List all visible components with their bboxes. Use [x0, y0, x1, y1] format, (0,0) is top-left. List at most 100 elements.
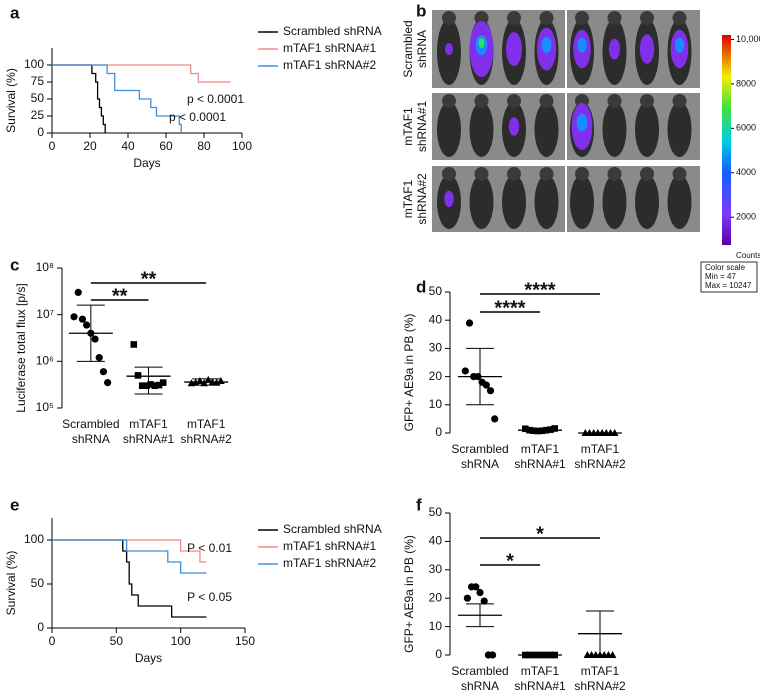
data-point	[476, 588, 484, 597]
data-point	[155, 381, 163, 389]
data-point	[91, 335, 99, 343]
y-tick-label: 10⁵	[36, 400, 54, 414]
y-axis-label: GFP+ AE9a in PB (%)	[402, 314, 416, 432]
colorbar-tick-label: 10,000	[736, 34, 760, 44]
mouse	[635, 102, 659, 157]
survival-curve	[52, 539, 207, 563]
color-scale-text: Max = 10247	[705, 281, 752, 290]
signal	[444, 190, 454, 208]
signal-core	[576, 113, 588, 132]
y-tick-label: 10⁶	[36, 354, 54, 368]
color-scale-text: Color scale	[705, 263, 746, 272]
data-point	[95, 354, 103, 362]
y-tick-label: 100	[24, 57, 44, 71]
data-point	[70, 313, 78, 321]
y-tick-label: 50	[429, 505, 443, 519]
significance-stars: *	[536, 523, 544, 545]
mouse-head	[607, 167, 622, 181]
mouse-head	[672, 94, 687, 108]
data-point	[534, 427, 542, 435]
colorbar-label: Counts	[736, 251, 760, 260]
y-tick-label: 20	[429, 590, 443, 604]
data-point	[143, 382, 150, 390]
mouse-head	[640, 94, 654, 108]
color-scale-box	[700, 261, 758, 293]
data-point	[522, 425, 529, 433]
legend-label: mTAF1 shRNA#2	[283, 58, 376, 72]
legend-label: mTAF1 shRNA#1	[283, 539, 376, 553]
row-label: shRNA#2	[415, 173, 429, 225]
x-tick-label: 0	[49, 634, 56, 648]
data-point	[486, 387, 495, 395]
data-point	[472, 583, 480, 591]
y-tick-label: 40	[429, 534, 443, 548]
mouse	[469, 175, 494, 229]
mouse-head	[474, 94, 489, 108]
y-tick-label: 30	[429, 562, 443, 576]
signal	[608, 38, 621, 60]
x-tick-label: 40	[121, 139, 135, 153]
signal	[445, 43, 453, 55]
panel-letter: a	[10, 3, 20, 22]
row-label: shRNA	[415, 30, 429, 68]
x-tick-label: shRNA#2	[574, 679, 626, 693]
signal-core	[674, 37, 685, 53]
survival-curve	[52, 64, 231, 83]
mouse-head	[507, 167, 521, 181]
mouse-head	[474, 11, 489, 25]
signal-core	[577, 37, 587, 53]
colorbar-tick-label: 6000	[736, 123, 756, 133]
y-axis-label: GFP+ AE9a in PB (%)	[402, 535, 416, 653]
p-value: P < 0.05	[187, 590, 232, 604]
y-tick-label: 10⁷	[36, 307, 54, 321]
row-label: mTAF1	[401, 179, 415, 218]
mouse-head	[539, 11, 554, 25]
y-tick-label: 10⁸	[36, 260, 54, 274]
data-point	[491, 415, 499, 423]
mouse-head	[640, 11, 654, 25]
y-tick-label: 75	[31, 74, 45, 88]
p-value: p < 0.0001	[187, 92, 244, 106]
data-point	[551, 425, 558, 432]
mouse	[534, 175, 559, 229]
panel-letter: c	[10, 255, 19, 274]
data-point	[83, 321, 91, 329]
data-point	[138, 382, 146, 390]
mouse-head	[607, 94, 622, 108]
p-value: P < 0.01	[187, 541, 232, 555]
significance-stars: *	[506, 550, 514, 572]
x-tick-label: mTAF1	[581, 664, 620, 678]
x-tick-label: Scrambled	[62, 417, 119, 431]
panel-letter: d	[416, 277, 426, 296]
significance-stars: ****	[524, 279, 555, 301]
color-scale-text: Min = 47	[705, 272, 736, 281]
mouse-head	[640, 167, 654, 181]
y-axis-label: Survival (%)	[4, 68, 18, 133]
x-tick-label: shRNA#1	[514, 457, 566, 471]
survival-curve	[52, 64, 106, 133]
y-axis-label: Survival (%)	[4, 551, 18, 616]
mouse	[602, 175, 627, 229]
x-tick-label: mTAF1	[521, 664, 560, 678]
data-point	[99, 368, 108, 376]
data-point	[482, 381, 490, 389]
data-point	[151, 382, 159, 390]
data-point	[104, 379, 112, 387]
x-tick-label: Scrambled	[451, 664, 508, 678]
signal-hot	[478, 38, 485, 48]
x-tick-label: mTAF1	[521, 442, 560, 456]
p-value: p < 0.0001	[169, 110, 226, 124]
x-tick-label: 80	[197, 139, 211, 153]
x-tick-label: mTAF1	[187, 417, 226, 431]
y-tick-label: 10	[429, 397, 443, 411]
legend-label: mTAF1 shRNA#2	[283, 556, 376, 570]
data-point	[134, 372, 142, 379]
mouse-head	[507, 94, 521, 108]
mouse-head	[575, 11, 589, 25]
y-tick-label: 25	[31, 108, 45, 122]
significance-stars: ****	[494, 297, 525, 319]
mouse-head	[539, 94, 554, 108]
x-tick-label: 100	[232, 139, 252, 153]
mouse	[437, 102, 461, 157]
